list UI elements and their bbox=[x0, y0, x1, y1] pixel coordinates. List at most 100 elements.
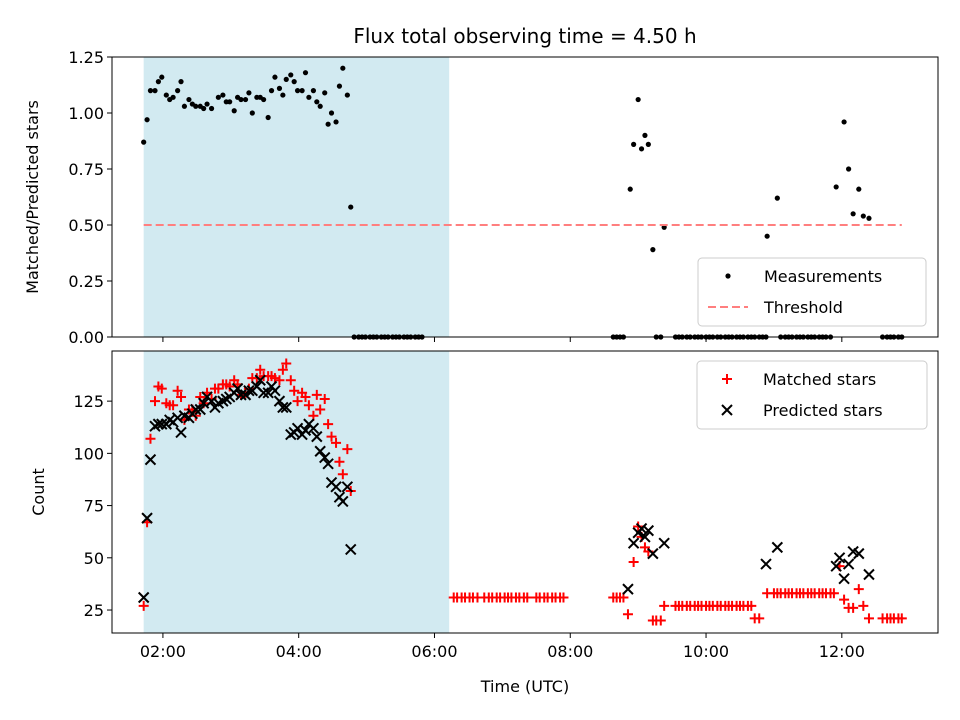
predicted-star-point bbox=[838, 572, 850, 585]
measurement-point bbox=[276, 85, 283, 91]
predicted-star-point bbox=[627, 537, 640, 549]
ratio-plot-frame bbox=[111, 56, 939, 338]
predicted-star-point bbox=[863, 568, 875, 581]
measurement-point bbox=[310, 88, 317, 94]
measurement-point bbox=[227, 99, 233, 105]
predicted-star-point bbox=[194, 403, 206, 416]
predicted-star-point bbox=[175, 426, 187, 439]
matched-star-point bbox=[337, 469, 348, 480]
measurement-point bbox=[208, 105, 215, 112]
y-tick-label: 1.00 bbox=[68, 104, 104, 123]
measurement-point bbox=[348, 204, 354, 210]
measurement-point bbox=[336, 83, 343, 89]
predicted-star-point bbox=[642, 524, 655, 537]
measurement-point bbox=[159, 74, 165, 80]
measurement-point bbox=[181, 103, 188, 109]
predicted-star-point bbox=[771, 541, 784, 554]
matched-star-point bbox=[172, 385, 183, 396]
x-tick-label: 10:00 bbox=[683, 642, 729, 661]
predicted-star-point bbox=[137, 591, 150, 604]
measurement-point bbox=[170, 94, 176, 100]
predicted-star-point bbox=[235, 389, 247, 401]
measurement-point bbox=[144, 117, 150, 123]
matched-star-point bbox=[292, 396, 303, 407]
measurement-point bbox=[306, 94, 312, 100]
measurement-point bbox=[141, 139, 147, 145]
matched-star-point bbox=[522, 592, 533, 603]
measurement-point bbox=[631, 141, 637, 147]
matched-star-point bbox=[145, 433, 156, 444]
matched-star-point bbox=[255, 364, 266, 375]
y-tick-label: 75 bbox=[84, 497, 104, 516]
matched-star-point bbox=[277, 364, 288, 375]
matched-star-point bbox=[311, 389, 322, 400]
predicted-star-point bbox=[171, 412, 184, 424]
x-tick-label: 08:00 bbox=[547, 642, 593, 661]
measurement-point bbox=[860, 213, 866, 219]
matched-star-point bbox=[828, 588, 839, 599]
measurement-point bbox=[846, 166, 852, 172]
measurement-point bbox=[328, 110, 335, 116]
count-panel: 25 50 75 100 125 02:00 04:00 06:00 08:00 10:00 12… bbox=[29, 350, 939, 661]
ratio-y-axis-label: Matched/Predicted stars bbox=[23, 100, 42, 294]
matched-star-point bbox=[300, 391, 311, 402]
measurement-point bbox=[856, 186, 862, 192]
matched-star-point bbox=[156, 383, 167, 394]
matched-star-point bbox=[138, 600, 149, 611]
measurement-point bbox=[314, 99, 320, 105]
measurement-point bbox=[302, 70, 309, 76]
matched-star-point bbox=[326, 431, 337, 442]
ratio-y-axis: 0.00 0.25 0.50 0.75 1.00 1.25 bbox=[68, 48, 112, 347]
measurement-point bbox=[866, 215, 872, 221]
predicted-star-point bbox=[830, 560, 842, 572]
legend-label: Predicted stars bbox=[763, 401, 883, 420]
measurement-point bbox=[249, 110, 255, 116]
matched-star-point bbox=[558, 592, 569, 603]
matched-star-point bbox=[269, 373, 280, 384]
matched-star-point bbox=[319, 394, 330, 405]
legend-label: Measurements bbox=[764, 267, 882, 286]
x-tick-label: 02:00 bbox=[140, 642, 186, 661]
measurement-point bbox=[333, 119, 339, 125]
matched-star-point bbox=[281, 358, 292, 369]
predicted-star-point bbox=[319, 451, 331, 464]
predicted-star-point bbox=[337, 495, 349, 508]
legend-measurement-swatch bbox=[725, 273, 731, 279]
measurement-point bbox=[272, 74, 278, 80]
matched-star-point bbox=[224, 381, 235, 392]
chart-title: Flux total observing time = 4.50 h bbox=[353, 24, 696, 48]
y-tick-label: 25 bbox=[84, 601, 104, 620]
measurement-point bbox=[152, 88, 158, 94]
measurement-point bbox=[178, 79, 184, 85]
legend-predicted-swatch bbox=[721, 404, 733, 416]
observing-window-shade bbox=[143, 351, 450, 633]
predicted-star-point bbox=[156, 418, 168, 430]
predicted-star-point bbox=[190, 403, 202, 416]
count-legend: Matched stars Predicted stars bbox=[696, 360, 928, 430]
predicted-star-point bbox=[330, 481, 342, 493]
matched-star-point bbox=[285, 375, 296, 386]
predicted-star-point bbox=[197, 397, 210, 409]
matched-star-point bbox=[342, 444, 353, 455]
predicted-star-point bbox=[635, 522, 648, 535]
measurement-point bbox=[291, 79, 297, 85]
ratio-legend: Measurements Threshold bbox=[697, 257, 927, 327]
legend-label: Threshold bbox=[763, 298, 843, 317]
predicted-star-point bbox=[314, 445, 326, 457]
measurement-point bbox=[850, 211, 856, 217]
y-tick-label: 0.00 bbox=[68, 328, 104, 347]
predicted-star-point bbox=[658, 537, 670, 549]
measurement-point bbox=[215, 94, 221, 100]
measurement-point bbox=[340, 65, 346, 71]
measurement-point bbox=[155, 79, 161, 85]
predicted-star-point bbox=[299, 424, 312, 437]
measurement-point bbox=[231, 108, 237, 114]
matched-star-point bbox=[754, 613, 765, 624]
measurement-point bbox=[246, 90, 252, 96]
y-tick-label: 100 bbox=[73, 444, 104, 463]
matched-star-point bbox=[315, 404, 326, 415]
count-y-axis-label: Count bbox=[29, 468, 48, 516]
measurement-point bbox=[238, 96, 244, 103]
measurement-point bbox=[638, 146, 645, 152]
predicted-star-point bbox=[277, 401, 289, 414]
